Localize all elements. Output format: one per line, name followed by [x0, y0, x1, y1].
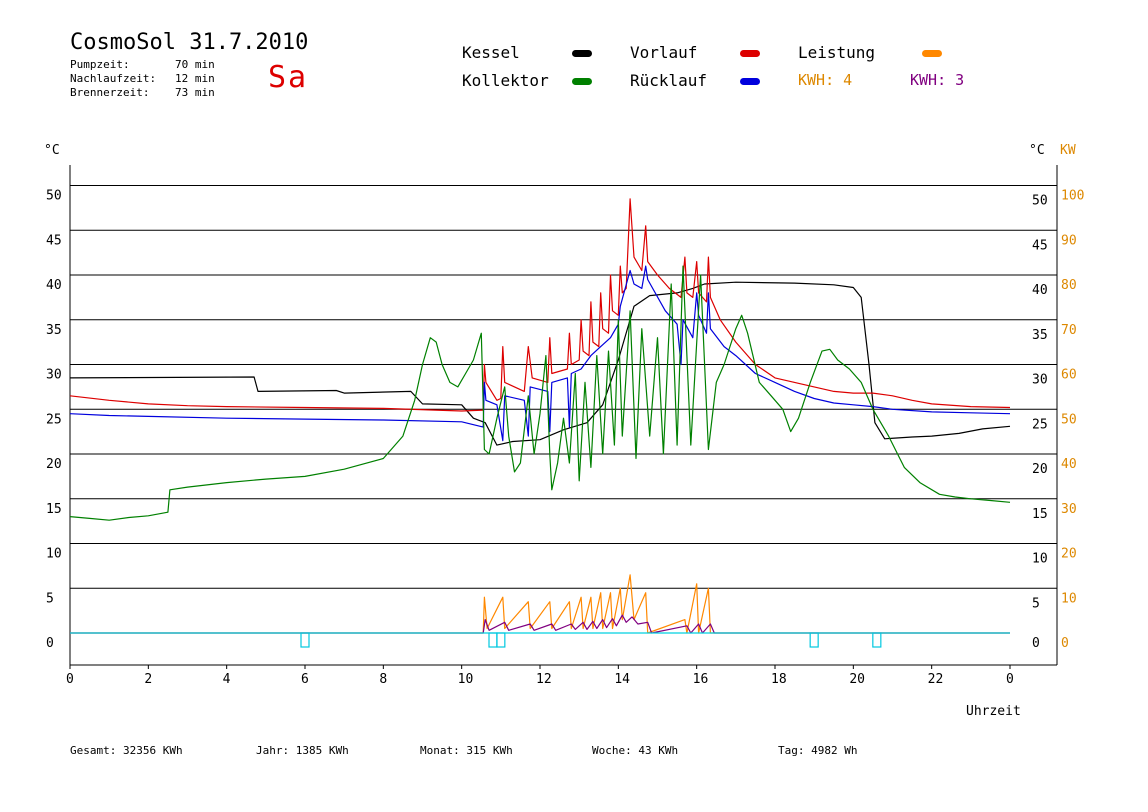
weekday-label: Sa: [268, 60, 309, 95]
y2-tick-right: 70: [1061, 323, 1077, 338]
x-tick-label: 0: [66, 672, 74, 687]
y-tick-left: 40: [46, 278, 62, 293]
legend-ruecklauf-swatch: [740, 78, 760, 85]
y-tick-right: 35: [1032, 328, 1048, 343]
pump-marker: [809, 632, 819, 648]
kwh-purple: KWH: 3: [910, 71, 965, 89]
y2-tick-right: 10: [1061, 591, 1077, 606]
y-tick-right: 45: [1032, 238, 1048, 253]
y-tick-right: 50: [1032, 194, 1048, 209]
x-tick-label: 20: [849, 672, 865, 687]
y-tick-left: 5: [46, 591, 54, 606]
y-tick-right: 30: [1032, 373, 1048, 388]
y-tick-right: 25: [1032, 417, 1048, 432]
y-tick-right: 20: [1032, 462, 1048, 477]
y-tick-right: 5: [1032, 596, 1040, 611]
series-vorlauf: [69, 198, 1011, 412]
info-pumpzeit: Pumpzeit: 70 min: [70, 58, 215, 71]
y2-tick-right: 0: [1061, 636, 1069, 651]
info-nachlaufzeit: Nachlaufzeit: 12 min: [70, 72, 215, 85]
legend-ruecklauf: Rücklauf: [630, 71, 708, 90]
x-tick-label: 18: [771, 672, 787, 687]
y-tick-left: 45: [46, 233, 62, 248]
y2-tick-right: 90: [1061, 233, 1077, 248]
x-tick-label: 6: [301, 672, 309, 687]
y2-tick-right: 60: [1061, 368, 1077, 383]
x-tick-label: 16: [693, 672, 709, 687]
y2-tick-right: 50: [1061, 412, 1077, 427]
x-tick-label: 22: [928, 672, 944, 687]
x-tick-label: 10: [458, 672, 474, 687]
series-leistung2: [70, 614, 1010, 634]
series-leistung: [70, 574, 1010, 634]
footer-gesamt: Gesamt: 32356 KWh: [70, 744, 183, 757]
legend-leistung: Leistung: [798, 43, 876, 62]
pump-marker: [300, 632, 310, 648]
y2-tick-right: 40: [1061, 457, 1077, 472]
y2-tick-right: 80: [1061, 278, 1077, 293]
y2-tick-right: 30: [1061, 502, 1077, 517]
legend-kollektor-swatch: [572, 78, 592, 85]
y-tick-right: 0: [1032, 636, 1040, 651]
kwh-orange: KWH: 4: [798, 71, 853, 89]
y-tick-right: 15: [1032, 507, 1048, 522]
legend-vorlauf-swatch: [740, 50, 760, 57]
x-tick-label: 4: [223, 672, 231, 687]
x-tick-label: 12: [536, 672, 552, 687]
footer-monat: Monat: 315 KWh: [420, 744, 513, 757]
footer-jahr: Jahr: 1385 KWh: [256, 744, 349, 757]
y2-tick-right: 100: [1061, 189, 1084, 204]
y-tick-left: 20: [46, 457, 62, 472]
info-brennerzeit: Brennerzeit: 73 min: [70, 86, 215, 99]
y-axis-label-left: °C: [44, 143, 60, 158]
y-tick-left: 10: [46, 547, 62, 562]
pump-marker: [488, 632, 498, 648]
y-tick-right: 10: [1032, 552, 1048, 567]
y-tick-left: 25: [46, 412, 62, 427]
legend-vorlauf: Vorlauf: [630, 43, 698, 62]
y-tick-left: 15: [46, 502, 62, 517]
y-tick-left: 35: [46, 323, 62, 338]
footer-woche: Woche: 43 KWh: [592, 744, 679, 757]
x-tick-label: 2: [144, 672, 152, 687]
y-tick-left: 0: [46, 636, 54, 651]
footer-tag: Tag: 4982 Wh: [778, 744, 858, 757]
x-tick-label: 14: [614, 672, 630, 687]
legend-leistung-swatch: [922, 50, 942, 57]
pump-marker: [496, 632, 506, 648]
pump-marker: [872, 632, 882, 648]
y-axis-label-right: °C: [1029, 143, 1045, 158]
y2-axis-label-right: KW: [1060, 143, 1076, 158]
y2-tick-right: 20: [1061, 547, 1077, 562]
legend-kollektor: Kollektor: [462, 71, 549, 90]
x-axis-label: Uhrzeit: [966, 704, 1021, 719]
y-tick-left: 30: [46, 368, 62, 383]
legend-kessel: Kessel: [462, 43, 520, 62]
y-tick-right: 40: [1032, 283, 1048, 298]
y-tick-left: 50: [46, 189, 62, 204]
series-kollektor: [69, 265, 1011, 521]
series-r-cklauf: [69, 265, 1011, 442]
x-tick-label: 8: [379, 672, 387, 687]
legend-kessel-swatch: [572, 50, 592, 57]
chart-title: CosmoSol 31.7.2010: [70, 30, 309, 55]
series-kessel: [69, 281, 1011, 446]
x-tick-label: 0: [1006, 672, 1014, 687]
